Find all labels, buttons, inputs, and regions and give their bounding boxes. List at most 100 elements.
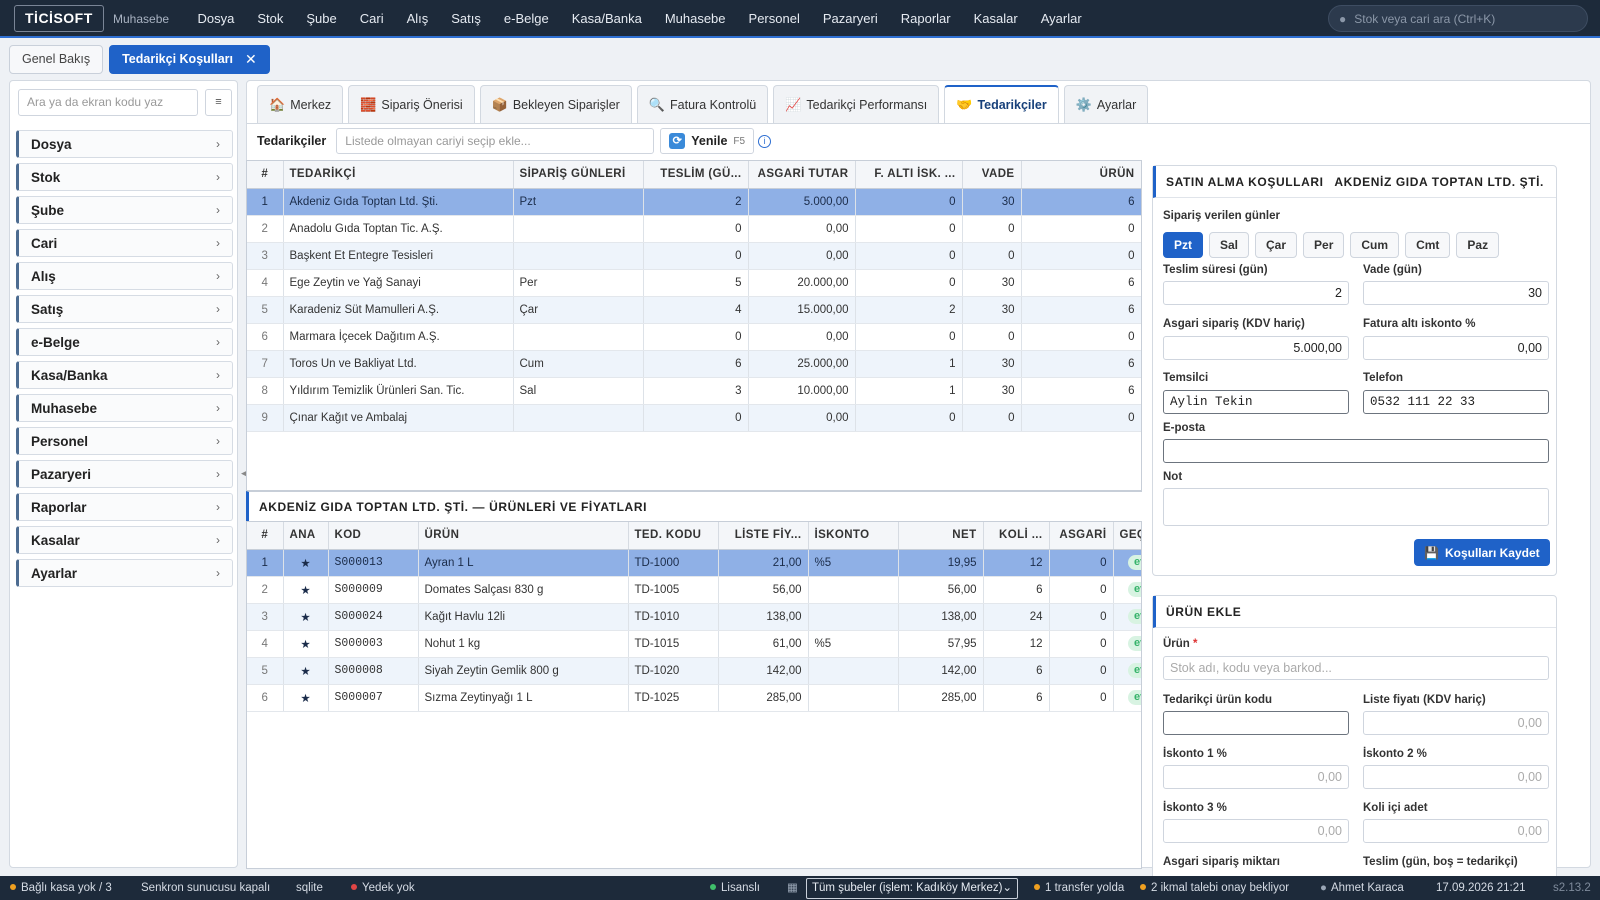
email-input[interactable]: [1163, 439, 1549, 463]
payment-term-input[interactable]: 30: [1363, 281, 1549, 305]
discount1-input[interactable]: 0,00: [1163, 765, 1349, 789]
column-header[interactable]: İSKONTO: [808, 522, 899, 550]
phone-input[interactable]: 0532 111 22 33: [1363, 390, 1549, 414]
column-header[interactable]: ÜRÜN: [1021, 161, 1141, 189]
menu-item-personel[interactable]: Personel: [748, 11, 800, 26]
column-header[interactable]: TEDARİKÇİ: [283, 161, 514, 189]
table-row[interactable]: 2 Anadolu Gıda Toptan Tic. A.Ş. 0 0,00 0 0 0: [247, 215, 1141, 243]
column-header[interactable]: TED. KODU: [628, 522, 719, 550]
column-header[interactable]: #: [247, 161, 284, 189]
table-row[interactable]: 6 Marmara İçecek Dağıtım A.Ş. 0 0,00 0 0 0: [247, 323, 1141, 351]
sidebar-item-ube[interactable]: Şube ›: [16, 196, 233, 224]
discount2-input[interactable]: 0,00: [1363, 765, 1549, 789]
menu-item-kasa-banka[interactable]: Kasa/Banka: [571, 11, 642, 26]
sidebar-item-dosya[interactable]: Dosya ›: [16, 130, 233, 158]
column-header[interactable]: ÜRÜN: [418, 522, 629, 550]
sidebar-item-pazaryeri[interactable]: Pazaryeri ›: [16, 460, 233, 488]
sidebar-item-stok[interactable]: Stok ›: [16, 163, 233, 191]
user-status[interactable]: ● Ahmet Karaca: [1320, 876, 1404, 900]
case-qty-input[interactable]: 0,00: [1363, 819, 1549, 843]
rep-input[interactable]: Aylin Tekin: [1163, 390, 1349, 414]
tab-ayarlar[interactable]: ⚙️ Ayarlar: [1063, 85, 1149, 123]
column-header[interactable]: F. ALTI İSK. ...: [855, 161, 963, 189]
note-textarea[interactable]: [1163, 488, 1549, 526]
sidebar-menu-button[interactable]: ≡: [205, 89, 232, 116]
sidebar-item-sat[interactable]: Satış ›: [16, 295, 233, 323]
table-row[interactable]: 1 Akdeniz Gıda Toptan Ltd. Şti. Pzt 2 5.000,…: [247, 188, 1141, 216]
sidebar-item-muhasebe[interactable]: Muhasebe ›: [16, 394, 233, 422]
sidebar-item-al[interactable]: Alış ›: [16, 262, 233, 290]
sidebar-item-personel[interactable]: Personel ›: [16, 427, 233, 455]
tab-fatura-kontrol[interactable]: 🔍 Fatura Kontrolü: [636, 85, 769, 123]
table-row[interactable]: 5 Karadeniz Süt Mamulleri A.Ş. Çar 4 15.000,…: [247, 296, 1141, 324]
list-price-input[interactable]: 0,00: [1363, 711, 1549, 735]
tab-tedarik-iler[interactable]: 🤝 Tedarikçiler: [944, 85, 1059, 123]
tab-sipari-nerisi[interactable]: 🧱 Sipariş Önerisi: [348, 85, 475, 123]
column-header[interactable]: VADE: [962, 161, 1022, 189]
tab-tedarik-i-performans[interactable]: 📈 Tedarikçi Performansı: [773, 85, 940, 123]
sidebar-item-kasalar[interactable]: Kasalar ›: [16, 526, 233, 554]
sidebar-collapse-icon[interactable]: ◀: [241, 468, 248, 478]
table-row[interactable]: 7 Toros Un ve Bakliyat Ltd. Cum 6 25.000,00 1…: [247, 350, 1141, 378]
sidebar-item-e-belge[interactable]: e-Belge ›: [16, 328, 233, 356]
sidebar-item-cari[interactable]: Cari ›: [16, 229, 233, 257]
transfer-status[interactable]: 1 transfer yolda: [1034, 876, 1124, 900]
menu-item-al[interactable]: Alış: [406, 11, 429, 26]
menu-item-sat[interactable]: Satış: [451, 11, 481, 26]
save-terms-button[interactable]: 💾 Koşulları Kaydet: [1414, 539, 1550, 566]
tab-supplier-terms[interactable]: Tedarikçi Koşulları ✕: [109, 45, 270, 74]
day-toggle-cum[interactable]: Cum: [1350, 232, 1400, 258]
tab-merkez[interactable]: 🏠 Merkez: [257, 85, 344, 123]
menu-item-kasalar[interactable]: Kasalar: [973, 11, 1018, 26]
day-toggle-sal[interactable]: Sal: [1209, 232, 1250, 258]
column-header[interactable]: ANA: [283, 522, 329, 550]
global-search[interactable]: ● Stok veya cari ara (Ctrl+K): [1328, 5, 1588, 32]
min-order-input[interactable]: 5.000,00: [1163, 336, 1349, 360]
table-row[interactable]: 1 ★ S000013 Ayran 1 L TD-1000 21,00 %5 19,95 12 0…: [247, 549, 1141, 577]
day-toggle-ar[interactable]: Çar: [1255, 232, 1298, 258]
refresh-button[interactable]: ⟳ Yenile F5: [660, 128, 755, 154]
info-icon[interactable]: i: [758, 134, 772, 148]
invoice-discount-input[interactable]: 0,00: [1363, 336, 1549, 360]
tab-bekleyen-sipari-ler[interactable]: 📦 Bekleyen Siparişler: [479, 85, 632, 123]
add-supplier-input[interactable]: Listede olmayan cariyi seçip ekle...: [336, 128, 655, 154]
column-header[interactable]: ASGARİ TUTAR: [748, 161, 856, 189]
product-search-input[interactable]: Stok adı, kodu veya barkod...: [1163, 656, 1549, 680]
sidebar-item-ayarlar[interactable]: Ayarlar ›: [16, 559, 233, 587]
column-header[interactable]: TESLİM (GÜ...: [643, 161, 749, 189]
tab-overview[interactable]: Genel Bakış: [9, 45, 104, 74]
menu-item-e-belge[interactable]: e-Belge: [503, 11, 549, 26]
close-icon[interactable]: ✕: [245, 51, 257, 67]
sidebar-search-input[interactable]: Ara ya da ekran kodu yaz: [18, 89, 198, 116]
table-row[interactable]: 2 ★ S000009 Domates Salçası 830 g TD-1005 56,…: [247, 576, 1141, 604]
day-toggle-cmt[interactable]: Cmt: [1405, 232, 1451, 258]
menu-item-muhasebe[interactable]: Muhasebe: [664, 11, 726, 26]
menu-item-stok[interactable]: Stok: [257, 11, 284, 26]
supplier-code-input[interactable]: [1163, 711, 1349, 735]
table-row[interactable]: 5 ★ S000008 Siyah Zeytin Gemlik 800 g TD-102…: [247, 657, 1141, 685]
column-header[interactable]: NET: [898, 522, 984, 550]
app-logo[interactable]: TİCİSOFT: [14, 5, 104, 32]
menu-item-cari[interactable]: Cari: [359, 11, 384, 26]
menu-item-ube[interactable]: Şube: [306, 11, 337, 26]
menu-item-raporlar[interactable]: Raporlar: [900, 11, 951, 26]
day-toggle-per[interactable]: Per: [1303, 232, 1345, 258]
table-row[interactable]: 6 ★ S000007 Sızma Zeytinyağı 1 L TD-1025 285,…: [247, 684, 1141, 712]
branch-select[interactable]: Tüm şubeler (işlem: Kadıköy Merkez) ⌄: [806, 878, 1018, 899]
day-toggle-paz[interactable]: Paz: [1456, 232, 1500, 258]
menu-item-pazaryeri[interactable]: Pazaryeri: [822, 11, 878, 26]
table-row[interactable]: 4 Ege Zeytin ve Yağ Sanayi Per 5 20.000,00 0 3…: [247, 269, 1141, 297]
table-row[interactable]: 8 Yıldırım Temizlik Ürünleri San. Tic. Sal…: [247, 377, 1141, 405]
supply-status[interactable]: 2 ikmal talebi onay bekliyor: [1140, 876, 1289, 900]
table-row[interactable]: 3 Başkent Et Entegre Tesisleri 0 0,00 0 0 0: [247, 242, 1141, 270]
column-header[interactable]: KOD: [328, 522, 419, 550]
column-header[interactable]: LİSTE FİY...: [718, 522, 809, 550]
delivery-days-input[interactable]: 2: [1163, 281, 1349, 305]
table-row[interactable]: 4 ★ S000003 Nohut 1 kg TD-1015 61,00 %5 57,95 12…: [247, 630, 1141, 658]
column-header[interactable]: KOLİ ...: [983, 522, 1050, 550]
table-row[interactable]: 9 Çınar Kağıt ve Ambalaj 0 0,00 0 0 0: [247, 404, 1141, 432]
column-header[interactable]: GEÇER: [1113, 522, 1141, 550]
table-row[interactable]: 3 ★ S000024 Kağıt Havlu 12li TD-1010 138,00 13…: [247, 603, 1141, 631]
menu-item-ayarlar[interactable]: Ayarlar: [1040, 11, 1082, 26]
discount3-input[interactable]: 0,00: [1163, 819, 1349, 843]
